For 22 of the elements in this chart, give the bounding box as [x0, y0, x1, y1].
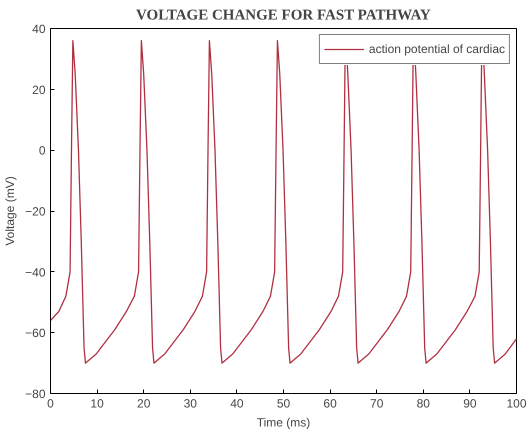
y-tick-label: 40: [32, 22, 46, 36]
x-tick-label: 10: [90, 396, 104, 410]
chart-title: VOLTAGE CHANGE FOR FAST PATHWAY: [136, 8, 431, 24]
x-tick-label: 90: [463, 396, 477, 410]
y-tick-label: 20: [32, 82, 46, 97]
x-tick-label: 80: [416, 396, 430, 410]
y-axis-title: Voltage (mV): [3, 176, 18, 246]
y-tick-label: 0: [38, 144, 46, 158]
x-tick-label: 50: [276, 396, 290, 410]
y-tick-label: −20: [25, 204, 46, 218]
x-tick-label: 0: [47, 396, 54, 410]
x-tick-label: 60: [323, 396, 338, 410]
y-tick-label: −60: [25, 326, 46, 340]
x-tick-label: 70: [370, 396, 384, 410]
y-tick-label: −40: [25, 265, 46, 280]
x-tick-label: 40: [230, 396, 244, 410]
y-tick-label: −80: [25, 387, 46, 401]
x-tick-label: 30: [184, 396, 198, 410]
legend-label: action potential of cardiac: [368, 42, 505, 56]
x-axis-title: Time (ms): [256, 416, 310, 430]
x-tick-label: 100: [506, 396, 527, 410]
x-tick-label: 20: [137, 396, 151, 410]
